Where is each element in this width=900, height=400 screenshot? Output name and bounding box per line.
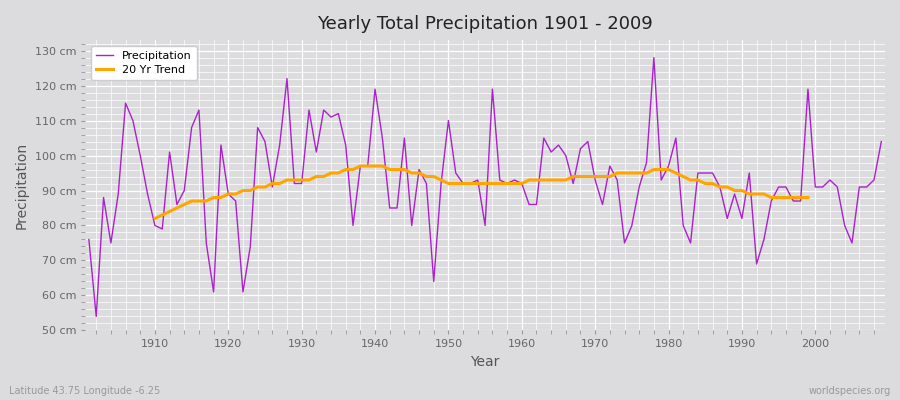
Precipitation <box>649 55 660 60</box>
Text: worldspecies.org: worldspecies.org <box>809 386 891 396</box>
Precipitation <box>517 181 527 186</box>
20 Yr Trend <box>347 167 358 172</box>
Precipitation <box>612 178 623 182</box>
20 Yr Trend <box>238 188 248 193</box>
Precipitation <box>355 164 365 168</box>
X-axis label: Year: Year <box>471 355 500 369</box>
Precipitation <box>310 150 321 154</box>
Precipitation <box>876 139 886 144</box>
Precipitation <box>149 223 160 228</box>
20 Yr Trend <box>355 164 365 168</box>
Text: Latitude 43.75 Longitude -6.25: Latitude 43.75 Longitude -6.25 <box>9 386 160 396</box>
Legend: Precipitation, 20 Yr Trend: Precipitation, 20 Yr Trend <box>91 46 197 80</box>
Precipitation <box>84 237 94 242</box>
20 Yr Trend <box>715 185 725 190</box>
Line: Precipitation: Precipitation <box>89 58 881 316</box>
20 Yr Trend <box>149 216 160 221</box>
20 Yr Trend <box>612 171 623 176</box>
Title: Yearly Total Precipitation 1901 - 2009: Yearly Total Precipitation 1901 - 2009 <box>317 15 653 33</box>
Y-axis label: Precipitation: Precipitation <box>15 142 29 229</box>
20 Yr Trend <box>700 181 711 186</box>
Precipitation <box>524 202 535 207</box>
Precipitation <box>91 314 102 319</box>
20 Yr Trend <box>780 195 791 200</box>
20 Yr Trend <box>803 195 814 200</box>
Line: 20 Yr Trend: 20 Yr Trend <box>155 166 808 218</box>
